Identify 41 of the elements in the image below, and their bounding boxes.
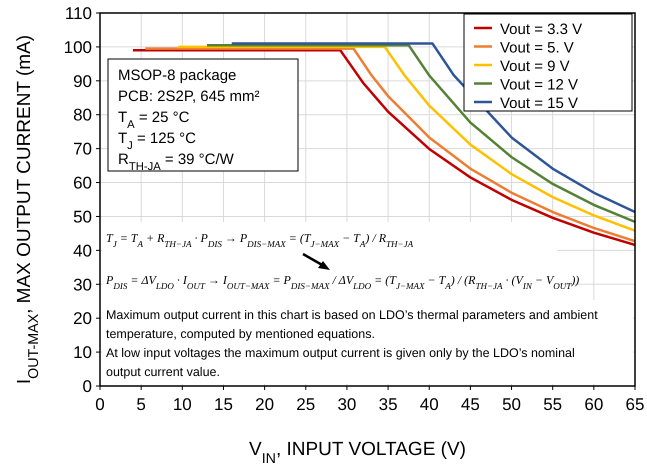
annotation: At low input voltages the maximum output current is given only by the LDO’s nominal output current value.	[106, 346, 575, 379]
y-tick-label: 70	[73, 140, 92, 159]
legend-label: Vout = 15 V	[500, 95, 578, 112]
y-tick-label: 60	[73, 174, 92, 193]
y-tick-label: 40	[73, 241, 92, 260]
y-tick-label: 10	[73, 343, 92, 362]
legend-label: Vout = 9 V	[500, 58, 570, 75]
y-tick-label: 0	[82, 377, 92, 396]
x-tick-label: 5	[136, 395, 146, 414]
x-tick-label: 10	[172, 395, 192, 414]
annotation: PCB: 2S2P, 645 mm²	[118, 88, 260, 105]
x-tick-label: 25	[296, 395, 316, 414]
y-tick-label: 30	[73, 275, 92, 294]
y-tick-label: 100	[64, 38, 92, 57]
annotation: T$_{A}$ = 25 °C	[118, 109, 190, 131]
text: P$_{DIS}$ = ΔV$_{LDO}$ · I$_{OUT}$ → I$_{OUT−MAX}$ = P$_{DIS−MAX}$ / ΔV$_{LDO}$ = (T$_{J−MAX}$ − T$_{A}$) / (R$_{TH−JA}$ · (V$_{IN}$ − V$_{OUT}$))	[106, 273, 580, 291]
x-tick-label: 60	[584, 395, 604, 414]
y-tick-label: 90	[73, 72, 92, 91]
x-tick-label: 50	[502, 395, 521, 414]
text: T$_{J}$ = T$_{A}$ + R$_{TH−JA}$ · P$_{DIS}$ → P$_{DIS−MAX}$ = (T$_{J−MAX}$ − T$_{A}$) / R$_{TH−JA}$	[106, 231, 414, 249]
annotation: R$_{TH-JA}$ = 39 °C/W	[118, 151, 235, 173]
x-tick-label: 20	[255, 395, 274, 414]
annotation: Maximum output current in this chart is based on LDO’s thermal parameters and ambient temperature, computed by mentioned equations.	[106, 308, 598, 341]
x-tick-label: 15	[214, 395, 233, 414]
x-tick-label: 45	[460, 395, 480, 414]
legend-label: Vout = 12 V	[500, 76, 578, 94]
x-tick-label: 0	[95, 395, 105, 414]
x-tick-label: 30	[337, 395, 356, 414]
x-axis-title: V$_{IN}$, INPUT VOLTAGE (V)	[249, 439, 466, 467]
legend-label: Vout = 3.3 V	[500, 21, 582, 38]
annotation: T$_{J}$ = 125 °C	[118, 130, 196, 152]
x-tick-label: 40	[420, 395, 439, 414]
y-tick-label: 50	[73, 207, 92, 226]
y-tick-label: 110	[64, 4, 92, 23]
y-tick-label: 20	[73, 309, 92, 328]
x-tick-label: 65	[626, 395, 644, 414]
annotation: MSOP-8 package	[118, 67, 236, 84]
legend-label: Vout = 5. V	[500, 40, 574, 56]
x-tick-label: 35	[378, 395, 398, 414]
x-tick-label: 55	[543, 395, 562, 414]
y-tick-label: 80	[73, 106, 92, 125]
